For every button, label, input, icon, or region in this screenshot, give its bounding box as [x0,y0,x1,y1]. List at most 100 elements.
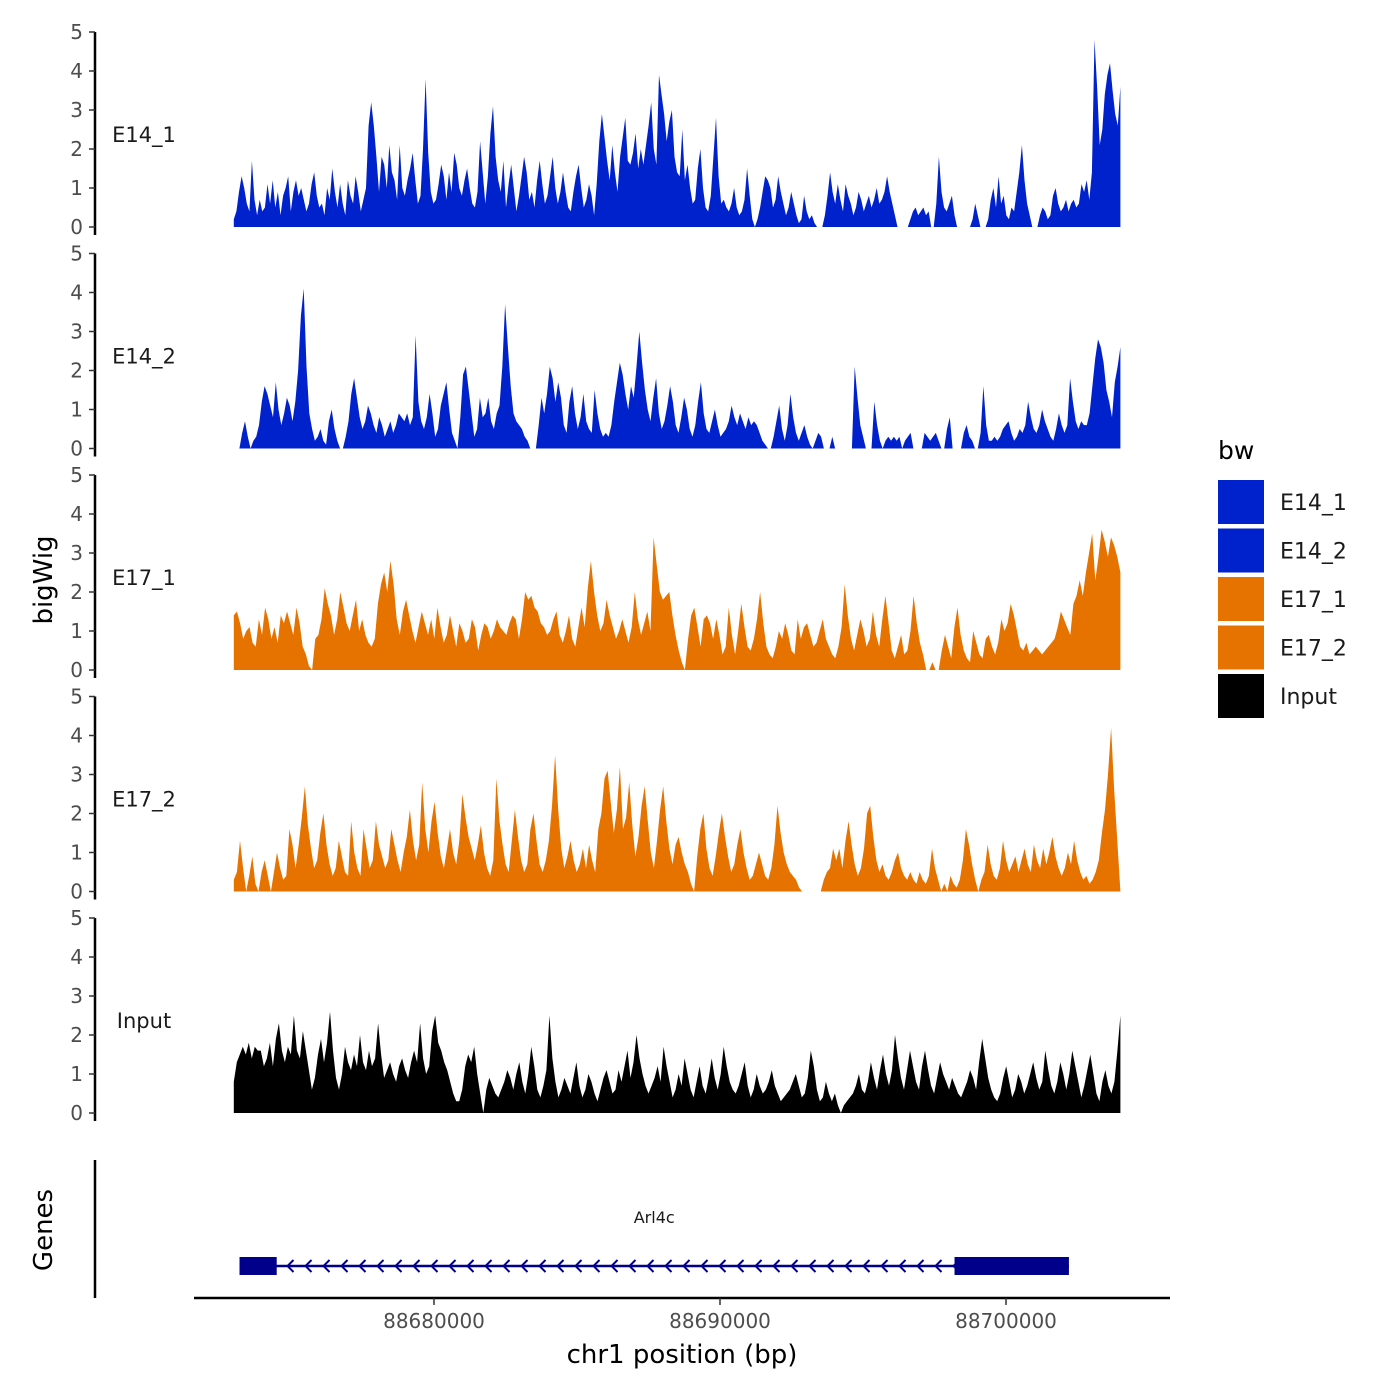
x-axis-title: chr1 position (bp) [567,1340,798,1370]
strand-arrow [592,1259,601,1273]
y-tick-label: 2 [70,1023,83,1047]
strand-arrow [862,1259,871,1273]
track-label: E14_1 [112,123,176,148]
y-tick-label: 4 [70,59,83,83]
y-tick-label: 0 [70,880,83,904]
y-tick-label: 0 [70,658,83,682]
y-tick-label: 4 [70,724,83,748]
strand-arrow [700,1259,709,1273]
track-E17_2: 0 1 2 3 4 5 E17_2 [70,685,1121,904]
signal-area-E14_2 [233,288,1121,449]
y-tick-label: 4 [70,502,83,526]
y-tick-label: 1 [70,176,83,200]
strand-arrow [790,1259,799,1273]
y-tick-label: 5 [70,463,83,487]
gene-name-label: Arl4c [634,1208,675,1227]
legend-swatch-Input [1218,674,1264,718]
strand-arrow [376,1259,385,1273]
strand-arrow [808,1259,817,1273]
strand-arrow [448,1259,457,1273]
y-tick-label: 5 [70,906,83,930]
y-tick-label: 2 [70,137,83,161]
y-tick-label: 2 [70,359,83,383]
x-axis: 88680000 88690000 88700000 chr1 position (… [194,1296,1170,1370]
y-tick-label: 1 [70,841,83,865]
strand-arrow [286,1259,295,1273]
track-label: Input [117,1009,171,1033]
y-tick-label: 0 [70,215,83,239]
legend-label-E17_2: E17_2 [1280,637,1347,662]
legend-label-E17_1: E17_1 [1280,588,1347,613]
y-tick-label: 3 [70,541,83,565]
y-tick-label: 5 [70,685,83,709]
gene-models: Arl4c [239,1208,1069,1275]
signal-area-E17_2 [233,727,1121,892]
strand-arrow [628,1259,637,1273]
x-tick-label: 88680000 [383,1309,485,1333]
signal-area-E14_1 [233,39,1121,227]
strand-arrow [754,1259,763,1273]
legend: bw E14_1 E14_2 E17_1 E17_2 Input [1218,436,1347,718]
strand-arrow [736,1259,745,1273]
strand-arrow [340,1259,349,1273]
y-tick-label: 4 [70,945,83,969]
strand-arrow [682,1259,691,1273]
track-E14_2: 0 1 2 3 4 5 E14_2 [70,242,1121,461]
strand-arrow [358,1259,367,1273]
strand-arrow [322,1259,331,1273]
track-label: E14_2 [112,345,176,370]
y-tick-label: 3 [70,763,83,787]
x-tick-label: 88700000 [955,1309,1057,1333]
strand-arrow [466,1259,475,1273]
y-axis-title: bigWig [29,535,59,624]
x-ticks: 88680000 88690000 88700000 [383,1298,1057,1333]
legend-swatch-E17_2 [1218,625,1264,670]
y-tick-label: 5 [70,242,83,266]
track-E17_1: 0 1 2 3 4 5 E17_1 [70,463,1121,682]
strand-arrow [646,1259,655,1273]
track-label: E17_2 [112,788,176,813]
strand-arrow [304,1259,313,1273]
strand-arrow [538,1259,547,1273]
y-tick-label: 2 [70,802,83,826]
legend-label-E14_1: E14_1 [1280,491,1347,516]
gene-exon [239,1257,277,1275]
strand-arrow [502,1259,511,1273]
y-tick-label: 4 [70,281,83,305]
y-tick-label: 2 [70,580,83,604]
strand-arrow [430,1259,439,1273]
strand-arrow [394,1259,403,1273]
strand-arrow [520,1259,529,1273]
strand-arrow [934,1259,943,1273]
signal-area-E17_1 [233,529,1121,670]
strand-arrow [916,1259,925,1273]
y-tick-label: 3 [70,98,83,122]
strand-arrow [880,1259,889,1273]
y-tick-label: 1 [70,398,83,422]
strand-arrow [574,1259,583,1273]
legend-label-Input: Input [1280,685,1337,710]
signal-tracks: 0 1 2 3 4 5 E14_1 0 1 2 3 4 5 E14_2 0 1 2 3 4 5 E17_1 0 1 2 3 4 5 E… [70,20,1121,1125]
legend-label-E14_2: E14_2 [1280,540,1347,565]
y-tick-label: 0 [70,437,83,461]
y-tick-label: 1 [70,1062,83,1086]
strand-arrow [610,1259,619,1273]
legend-swatch-E14_1 [1218,480,1264,524]
legend-swatch-E14_2 [1218,528,1264,573]
strand-arrow [556,1259,565,1273]
y-tick-label: 3 [70,320,83,344]
strand-arrow [664,1259,673,1273]
genes-panel: Genes Arl4c [29,1160,1069,1298]
genes-axis-title: Genes [29,1189,59,1271]
y-tick-label: 1 [70,619,83,643]
legend-title: bw [1218,436,1254,465]
strand-arrow [826,1259,835,1273]
y-tick-label: 3 [70,984,83,1008]
track-Input: 0 1 2 3 4 5 Input [70,906,1121,1125]
signal-area-Input [233,1011,1121,1113]
strand-arrow [844,1259,853,1273]
strand-arrow [484,1259,493,1273]
legend-items: E14_1 E14_2 E17_1 E17_2 Input [1218,480,1347,718]
